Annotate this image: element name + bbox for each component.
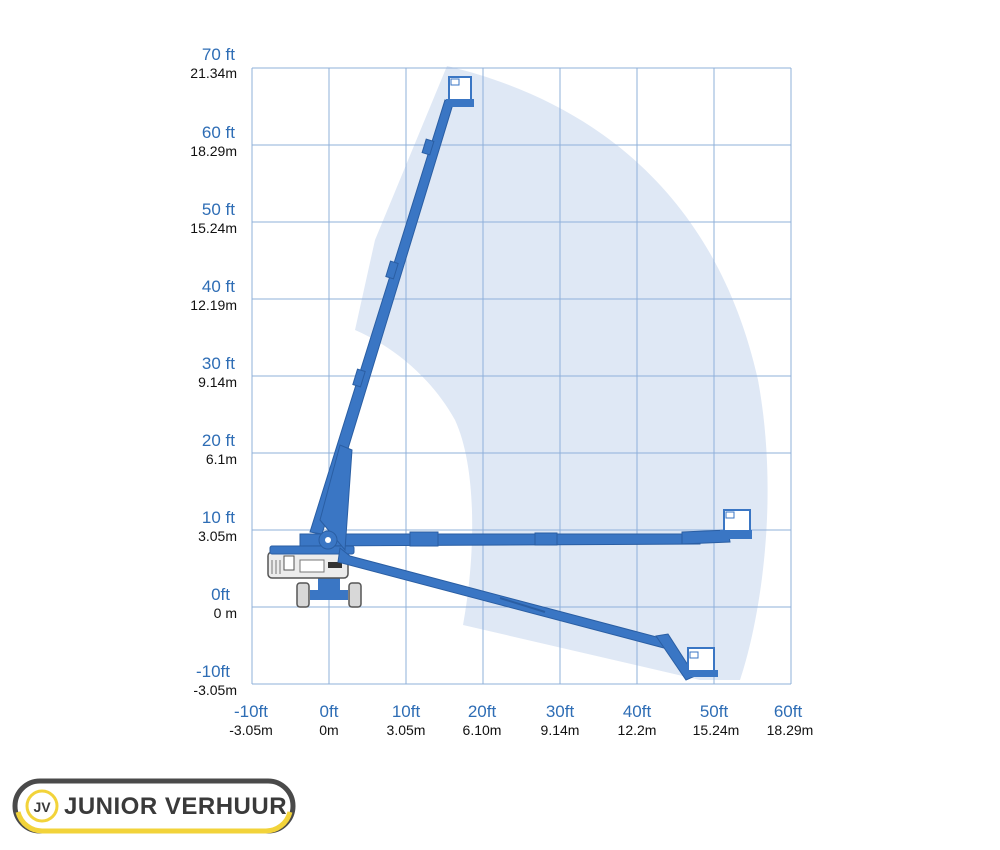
x-label-m: -3.05m bbox=[229, 722, 273, 738]
y-label-m: 6.1m bbox=[206, 451, 237, 467]
y-label-m: 3.05m bbox=[198, 528, 237, 544]
logo-mark-icon bbox=[25, 789, 59, 823]
working-envelope bbox=[355, 66, 768, 680]
y-label-m: -3.05m bbox=[193, 682, 237, 698]
logo-mark-text: JV bbox=[33, 799, 51, 815]
y-label-m: 12.19m bbox=[190, 297, 237, 313]
x-axis-labels: -10ft -3.05m 0ft 0m 10ft 3.05m 20ft 6.10… bbox=[229, 702, 813, 738]
grid bbox=[251, 67, 792, 685]
y-label-m: 15.24m bbox=[190, 220, 237, 236]
x-label-m: 3.05m bbox=[387, 722, 426, 738]
boom-up bbox=[309, 76, 474, 552]
logo: JV bbox=[12, 778, 296, 834]
x-label-ft: 0ft bbox=[320, 702, 339, 721]
y-label-ft: 60 ft bbox=[202, 123, 235, 142]
y-label-ft: 40 ft bbox=[202, 277, 235, 296]
x-label-ft: 40ft bbox=[623, 702, 652, 721]
x-label-m: 0m bbox=[319, 722, 338, 738]
wheels bbox=[296, 578, 362, 608]
y-label-ft: 70 ft bbox=[202, 45, 235, 64]
y-label-ft: -10ft bbox=[196, 662, 230, 681]
boom-horizontal bbox=[299, 509, 752, 547]
x-label-m: 9.14m bbox=[541, 722, 580, 738]
x-label-m: 6.10m bbox=[463, 722, 502, 738]
y-label-ft: 20 ft bbox=[202, 431, 235, 450]
x-label-ft: 30ft bbox=[546, 702, 575, 721]
y-label-m: 9.14m bbox=[198, 374, 237, 390]
x-label-m: 18.29m bbox=[767, 722, 814, 738]
x-label-ft: 60ft bbox=[774, 702, 803, 721]
x-label-ft: 20ft bbox=[468, 702, 497, 721]
y-label-m: 18.29m bbox=[190, 143, 237, 159]
x-label-m: 15.24m bbox=[693, 722, 740, 738]
x-label-m: 12.2m bbox=[618, 722, 657, 738]
y-label-m: 0 m bbox=[214, 605, 237, 621]
pivot-pin bbox=[325, 537, 331, 543]
boom-down bbox=[337, 547, 718, 681]
y-label-ft: 0ft bbox=[211, 585, 230, 604]
x-label-ft: 10ft bbox=[392, 702, 421, 721]
logo-text: JUNIOR VERHUUR bbox=[64, 793, 288, 820]
chassis bbox=[267, 545, 355, 579]
y-axis-labels: 70 ft 21.34m 60 ft 18.29m 50 ft 15.24m 4… bbox=[190, 45, 237, 698]
y-label-ft: 50 ft bbox=[202, 200, 235, 219]
x-label-ft: 50ft bbox=[700, 702, 729, 721]
x-label-ft: -10ft bbox=[234, 702, 268, 721]
y-label-ft: 10 ft bbox=[202, 508, 235, 527]
y-label-ft: 30 ft bbox=[202, 354, 235, 373]
y-label-m: 21.34m bbox=[190, 65, 237, 81]
